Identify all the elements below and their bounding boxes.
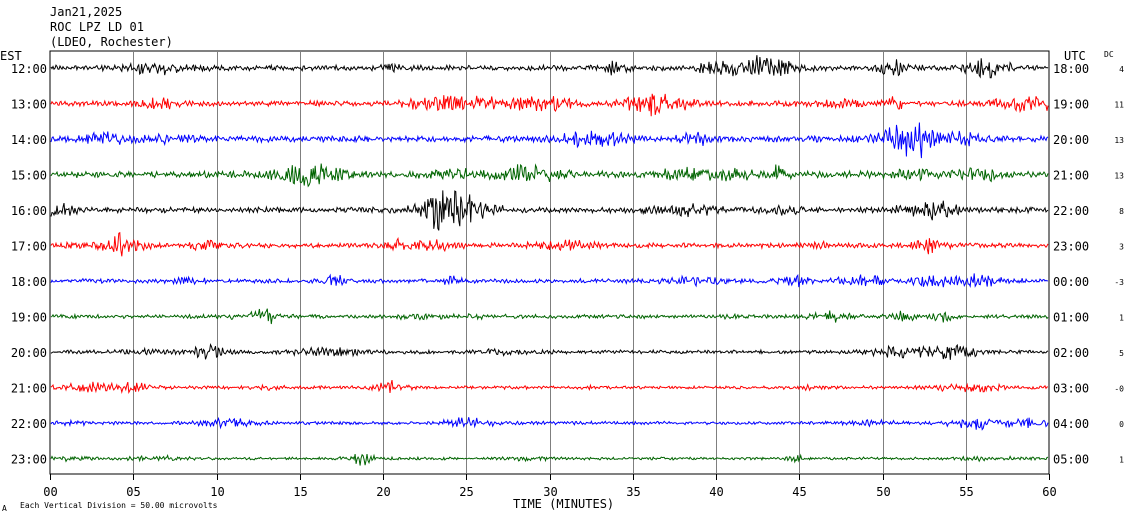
utc-hour-label: 05:00 — [1053, 453, 1089, 467]
x-tick-label: 55 — [959, 485, 973, 499]
est-hour-label: 15:00 — [11, 169, 47, 183]
utc-hour-label: 02:00 — [1053, 346, 1089, 360]
x-tick-label: 35 — [626, 485, 640, 499]
dc-offset-label: 8 — [1119, 207, 1124, 216]
seismic-trace-1700 — [50, 231, 1049, 257]
trace-group — [50, 55, 1049, 466]
utc-hour-label: 04:00 — [1053, 417, 1089, 431]
dc-offset-label: 0 — [1119, 420, 1124, 429]
est-hour-label: 20:00 — [11, 346, 47, 360]
utc-hour-label: 22:00 — [1053, 204, 1089, 218]
seismic-trace-1300 — [50, 93, 1049, 117]
est-hour-label: 16:00 — [11, 204, 47, 218]
corner-mark: A — [2, 504, 7, 513]
seismic-trace-1900 — [50, 308, 1049, 325]
seismic-trace-1800 — [50, 273, 1049, 289]
x-axis-label: TIME (MINUTES) — [513, 497, 614, 511]
est-hour-label: 23:00 — [11, 453, 47, 467]
dc-offset-label: 13 — [1114, 136, 1124, 145]
x-tick-label: 30 — [543, 485, 557, 499]
utc-hour-label: 23:00 — [1053, 240, 1089, 254]
utc-hour-label: 19:00 — [1053, 98, 1089, 112]
dc-offset-label: 4 — [1119, 65, 1124, 74]
x-tick-label: 00 — [43, 485, 57, 499]
est-hour-label: 22:00 — [11, 417, 47, 431]
grid — [49, 50, 1050, 480]
plot-frame — [49, 50, 1050, 475]
est-hour-label: 18:00 — [11, 275, 47, 289]
seismic-trace-2000 — [50, 342, 1049, 360]
dc-offset-label: 1 — [1119, 456, 1124, 465]
right-zone-label: UTC — [1064, 49, 1086, 63]
est-hour-label: 17:00 — [11, 240, 47, 254]
x-tick-label: 10 — [210, 485, 224, 499]
utc-hour-label: 20:00 — [1053, 133, 1089, 147]
left-zone-label: EST — [0, 49, 22, 63]
x-tick-label: 40 — [709, 485, 723, 499]
header-network: (LDEO, Rochester) — [50, 35, 173, 49]
est-hour-label: 12:00 — [11, 62, 47, 76]
utc-hour-label: 18:00 — [1053, 62, 1089, 76]
dc-offset-label: 5 — [1119, 349, 1124, 358]
x-tick-label: 05 — [126, 485, 140, 499]
x-tick-label: 45 — [792, 485, 806, 499]
utc-hour-label: 21:00 — [1053, 169, 1089, 183]
seismic-trace-1600 — [50, 190, 1049, 231]
utc-hour-label: 01:00 — [1053, 311, 1089, 325]
dc-offset-label: 13 — [1114, 172, 1124, 181]
x-tick-label: 50 — [876, 485, 890, 499]
utc-hour-label: 03:00 — [1053, 382, 1089, 396]
seismic-trace-2100 — [50, 379, 1049, 395]
header-date: Jan21,2025 — [50, 5, 123, 19]
est-hour-label: 14:00 — [11, 133, 47, 147]
utc-hour-label: 00:00 — [1053, 275, 1089, 289]
dc-offset-label: 11 — [1114, 101, 1124, 110]
x-tick-label: 60 — [1042, 485, 1056, 499]
seismic-trace-1400 — [50, 122, 1049, 159]
scale-note: Each Vertical Division = 50.00 microvolt… — [20, 501, 218, 510]
dc-offset-label: 3 — [1119, 243, 1124, 252]
header-station: ROC LPZ LD 01 — [50, 20, 144, 34]
seismic-trace-1200 — [50, 55, 1049, 79]
x-tick-label: 25 — [459, 485, 473, 499]
est-hour-label: 19:00 — [11, 311, 47, 325]
x-tick-label: 15 — [293, 485, 307, 499]
dc-offset-label: 1 — [1119, 314, 1124, 323]
seismic-trace-1500 — [50, 163, 1049, 188]
seismic-trace-2200 — [50, 416, 1049, 431]
dc-offset-label: -3 — [1114, 278, 1124, 287]
est-hour-label: 21:00 — [11, 382, 47, 396]
x-tick-label: 20 — [376, 485, 390, 499]
dc-header: DC — [1104, 50, 1114, 59]
dc-offset-label: -0 — [1114, 385, 1124, 394]
seismic-trace-2300 — [50, 453, 1049, 466]
est-hour-label: 13:00 — [11, 98, 47, 112]
